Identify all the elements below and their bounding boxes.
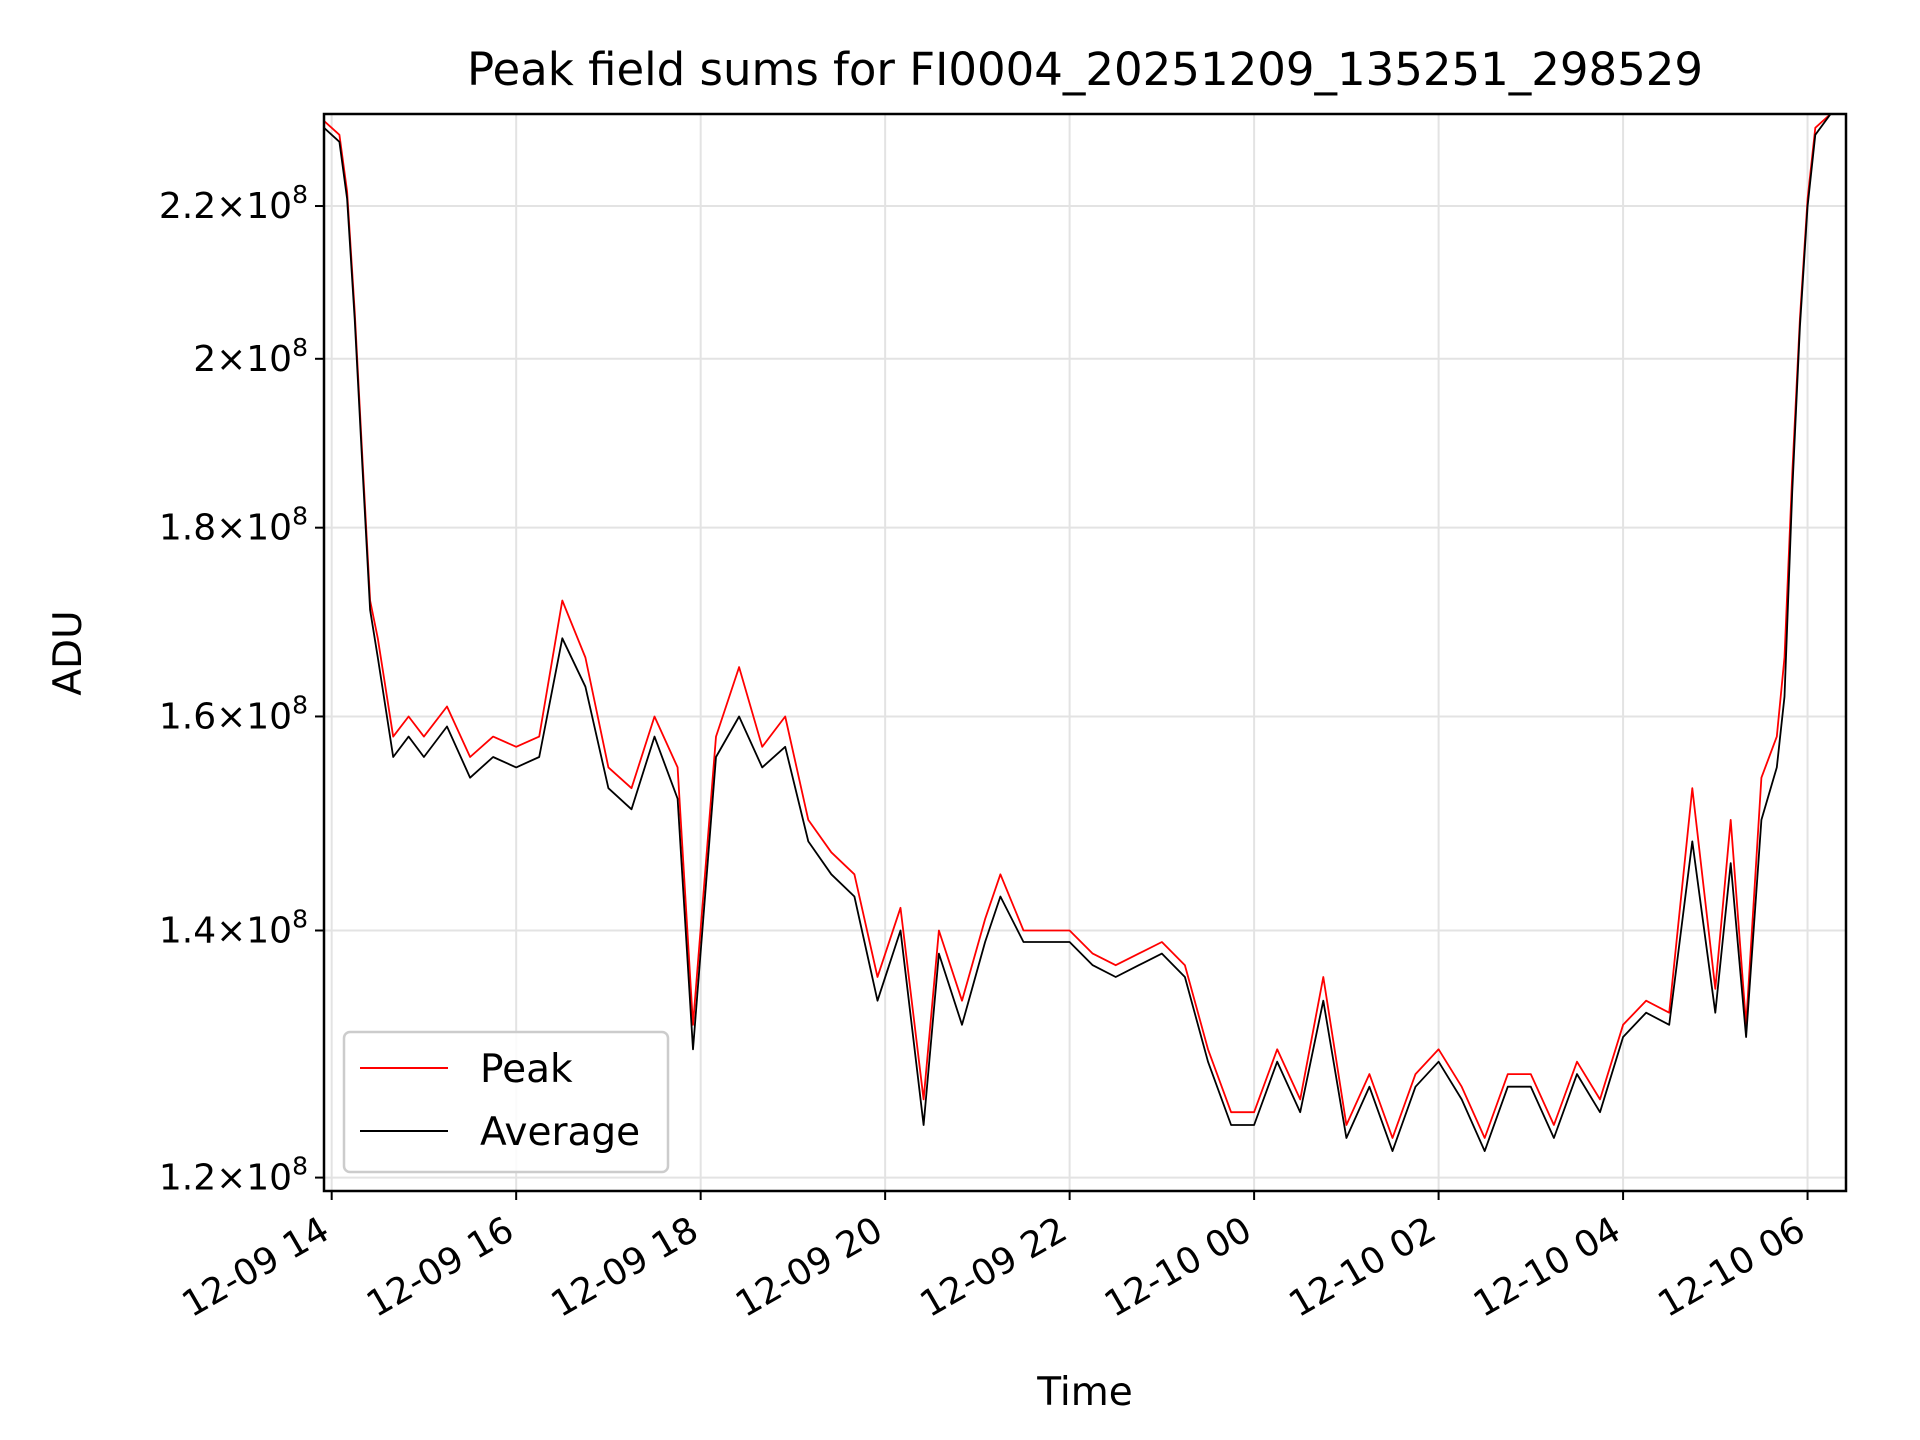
- y-tick-label: 1.4×108: [159, 905, 308, 952]
- chart-title: Peak field sums for FI0004_20251209_1352…: [467, 43, 1703, 96]
- grid: [324, 114, 1846, 1191]
- plot-frame: [322, 112, 1848, 1193]
- x-axis-label: Time: [1036, 1370, 1132, 1415]
- y-tick-label: 2.2×108: [159, 180, 308, 227]
- y-tick-label: 1.8×108: [159, 502, 308, 549]
- y-tick-label: 1.6×108: [159, 690, 308, 737]
- y-axis-label: ADU: [46, 610, 91, 695]
- legend: Peak Average: [342, 1030, 670, 1174]
- legend-peak-label: Peak: [480, 1047, 573, 1092]
- y-tick-label: 1.2×108: [159, 1152, 308, 1199]
- y-axis-ticks: 1.2×108 1.4×108 1.6×108 1.8×108 2×108 2.2×108: [159, 180, 324, 1199]
- series-line-peak: [324, 114, 1846, 1139]
- legend-average-label: Average: [480, 1110, 640, 1155]
- y-tick-label: 2×108: [193, 333, 308, 380]
- series-layer: [324, 114, 1846, 1152]
- series-line-average: [324, 114, 1846, 1152]
